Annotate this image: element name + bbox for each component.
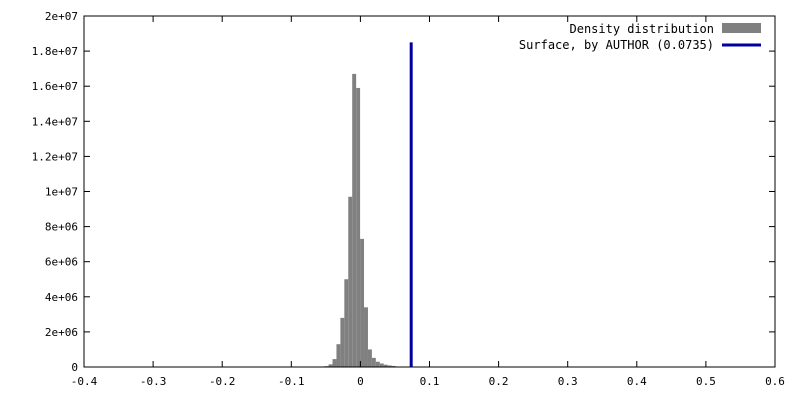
histogram-bar <box>383 364 388 367</box>
y-tick-label: 8e+06 <box>45 221 78 234</box>
y-tick-label: 2e+07 <box>45 10 78 23</box>
histogram-bar <box>344 279 349 367</box>
y-tick-label: 1.4e+07 <box>32 115 78 128</box>
y-tick-label: 1e+07 <box>45 186 78 199</box>
y-tick-label: 1.2e+07 <box>32 150 78 163</box>
x-tick-label: 0.5 <box>696 375 716 388</box>
histogram-bar <box>332 359 337 367</box>
histogram-bar <box>360 238 365 367</box>
legend-label-surface: Surface, by AUTHOR (0.0735) <box>519 38 714 52</box>
x-tick-label: 0 <box>357 375 364 388</box>
histogram-bar <box>348 196 353 367</box>
histogram-bar <box>391 365 396 367</box>
histogram-bars <box>324 73 396 367</box>
histogram-bar <box>387 365 392 367</box>
x-tick-label: -0.4 <box>71 375 98 388</box>
x-tick-label: 0.4 <box>627 375 647 388</box>
histogram-bar <box>375 361 380 367</box>
histogram-bar <box>356 87 361 367</box>
y-tick-label: 1.6e+07 <box>32 80 78 93</box>
x-tick-label: -0.3 <box>140 375 167 388</box>
legend-label-density: Density distribution <box>570 22 715 36</box>
histogram-bar <box>340 317 345 367</box>
x-tick-label: 0.6 <box>765 375 785 388</box>
x-tick-label: -0.1 <box>278 375 305 388</box>
x-tick-label: 0.2 <box>489 375 509 388</box>
histogram-bar <box>371 357 376 367</box>
legend: Density distribution Surface, by AUTHOR … <box>519 22 761 52</box>
histogram-bar <box>367 349 372 367</box>
histogram-bar <box>352 73 357 367</box>
y-tick-label: 4e+06 <box>45 291 78 304</box>
y-tick-label: 1.8e+07 <box>32 45 78 58</box>
histogram-bar <box>336 344 341 367</box>
y-tick-label: 0 <box>71 361 78 374</box>
histogram-bar <box>379 363 384 367</box>
y-tick-label: 2e+06 <box>45 326 78 339</box>
legend-swatch-density <box>722 23 761 33</box>
x-tick-label: 0.1 <box>420 375 440 388</box>
x-tick-label: 0.3 <box>558 375 578 388</box>
histogram-bar <box>328 364 333 367</box>
histogram-bar <box>364 307 368 367</box>
axis-ticks: -0.4 -0.3 -0.2 -0.1 0 0.1 0.2 0.3 0.4 0.5 0.6 0 2e+0… <box>32 10 785 388</box>
y-tick-label: 6e+06 <box>45 256 78 269</box>
x-tick-label: -0.2 <box>209 375 236 388</box>
plot-frame <box>83 15 776 368</box>
